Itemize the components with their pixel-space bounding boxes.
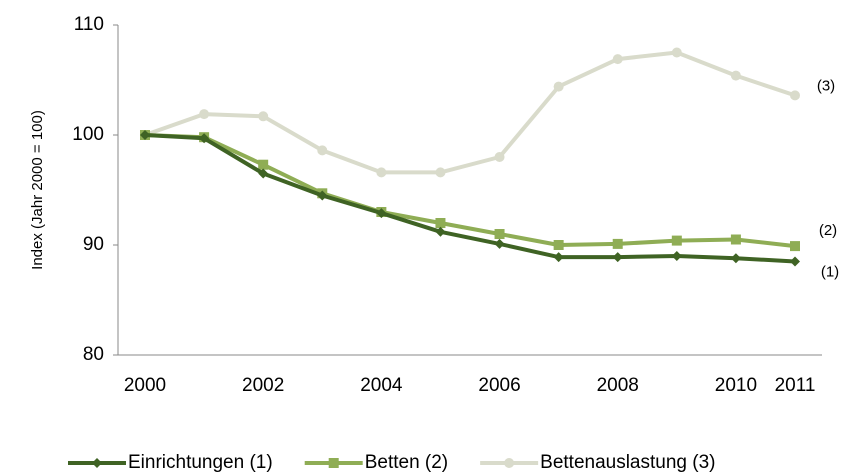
marker — [140, 130, 150, 140]
marker — [494, 152, 505, 162]
legend-item: Bettenauslastung (3) — [480, 452, 715, 473]
legend-item: Betten (2) — [304, 452, 448, 473]
marker — [553, 81, 564, 92]
marker — [790, 241, 800, 252]
marker — [92, 458, 102, 468]
x-tick-label: 2004 — [360, 375, 403, 396]
marker — [612, 252, 623, 263]
marker — [790, 90, 800, 101]
marker — [376, 208, 387, 219]
series-line — [144, 133, 796, 264]
x-tick-label: 2000 — [124, 375, 166, 396]
series — [140, 130, 800, 267]
y-tick-label: 110 — [74, 14, 104, 35]
marker — [730, 253, 741, 264]
x-tick-label: 2011 — [775, 375, 816, 396]
series — [140, 47, 800, 178]
y-tick-label: 80 — [83, 344, 104, 365]
marker — [612, 238, 623, 249]
marker — [328, 458, 339, 468]
marker — [671, 251, 682, 261]
marker — [671, 235, 682, 246]
series-line — [144, 133, 796, 249]
x-tick-label: 2010 — [715, 375, 757, 396]
legend-item: Einrichtungen (1) — [68, 452, 273, 473]
marker — [199, 109, 210, 120]
marker — [730, 70, 741, 81]
marker — [494, 229, 505, 239]
marker — [435, 167, 446, 178]
y-tick-label: 100 — [72, 124, 104, 145]
x-tick-label: 2006 — [478, 375, 520, 396]
x-tick-label: 2008 — [597, 375, 639, 396]
legend-label: Bettenauslastung (3) — [540, 452, 715, 473]
marker — [553, 240, 564, 250]
y-axis-label: Index (Jahr 2000 = 100) — [29, 110, 46, 270]
series — [140, 130, 800, 252]
series-line — [144, 50, 796, 175]
marker — [671, 47, 682, 58]
marker — [435, 226, 446, 237]
y-tick-label: 90 — [83, 234, 104, 255]
marker — [317, 190, 328, 201]
marker — [199, 133, 210, 144]
marker — [494, 238, 505, 249]
marker — [376, 167, 387, 178]
x-tick-label: 2002 — [242, 375, 284, 396]
annotation: (1) — [821, 263, 839, 280]
marker — [504, 458, 515, 468]
marker — [258, 168, 269, 179]
marker — [435, 218, 446, 228]
annotation: (3) — [817, 77, 835, 94]
legend-label: Einrichtungen (1) — [128, 452, 273, 473]
marker — [258, 111, 269, 122]
marker — [612, 54, 623, 65]
annotation: (2) — [819, 222, 837, 239]
marker — [317, 145, 328, 156]
marker — [730, 234, 741, 245]
marker — [258, 159, 269, 170]
marker — [553, 252, 564, 263]
legend-label: Betten (2) — [365, 452, 448, 473]
marker — [790, 256, 800, 267]
